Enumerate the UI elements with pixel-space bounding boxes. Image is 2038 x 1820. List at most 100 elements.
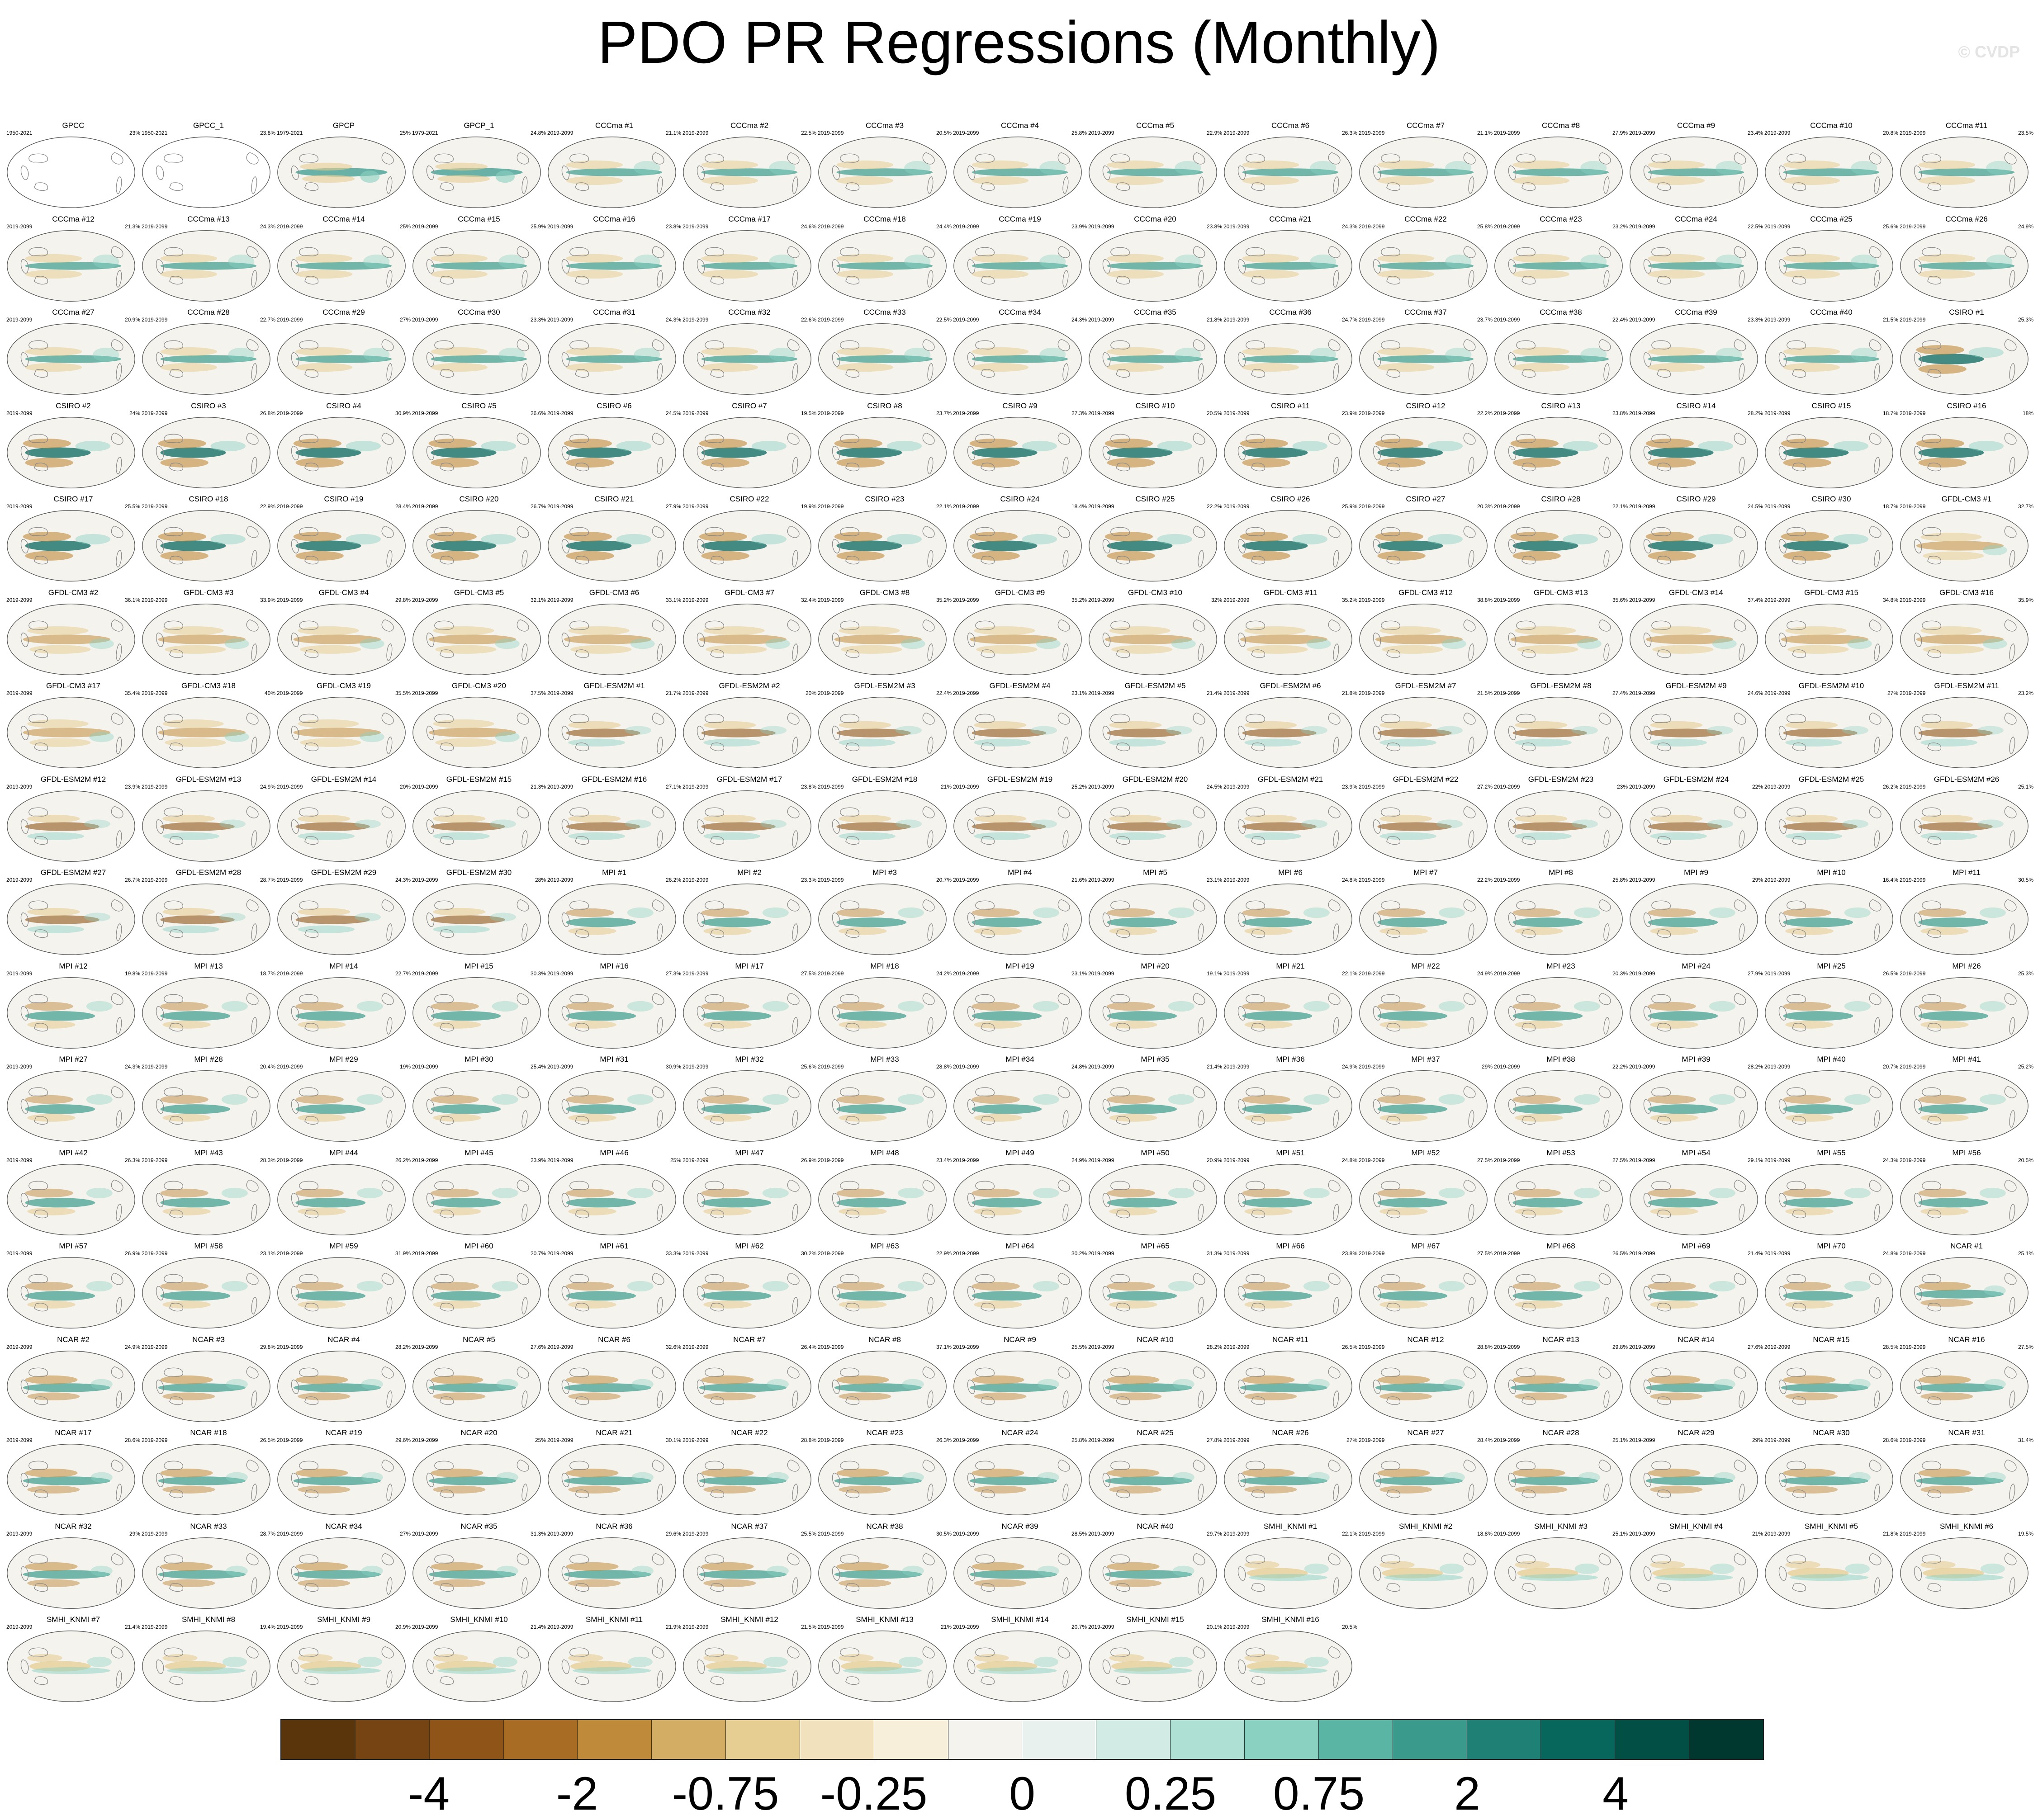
anomaly-blob (762, 1001, 789, 1012)
anomaly-blob (834, 532, 882, 542)
panel-percent-variance: 29.7% (1206, 1530, 1222, 1537)
panel-period: 2019-2099 (277, 317, 303, 323)
panel-title: MPI #29 (329, 1055, 358, 1064)
anomaly-blob (25, 254, 82, 263)
panel-title: MPI #44 (329, 1148, 358, 1157)
regression-map (277, 230, 406, 302)
anomaly-blob (428, 634, 516, 644)
panel-title: SMHI_KNMI #6 (1939, 1522, 1994, 1531)
regression-map (1630, 230, 1758, 302)
map-panel: SMHI_KNMI #15 2019-2099 20.1% (1087, 1615, 1223, 1706)
panel-title: MPI #70 (1817, 1242, 1846, 1250)
panel-percent-variance: 23.7% (1477, 317, 1493, 323)
panel-percent-variance: 27.6% (530, 1343, 546, 1350)
anomaly-blob (431, 1562, 483, 1571)
panel-title: MPI #35 (1141, 1055, 1170, 1064)
anomaly-blob (1844, 1281, 1871, 1292)
map-panel: MPI #19 2019-2099 23.1% (952, 962, 1088, 1052)
anomaly-blob (210, 440, 246, 451)
anomaly-blob (566, 447, 632, 458)
map-panel: NCAR #10 2019-2099 28.2% (1087, 1335, 1223, 1426)
panel-period: 2019-2099 (277, 877, 303, 883)
anomaly-blob (1377, 1468, 1430, 1478)
map-panel: NCAR #7 2019-2099 26.4% (682, 1335, 817, 1426)
regression-map (1359, 1070, 1488, 1142)
anomaly-blob (27, 832, 85, 840)
regression-map (1630, 137, 1758, 208)
anomaly-blob (1707, 819, 1733, 828)
regression-map (1224, 1631, 1352, 1702)
anomaly-blob (357, 1656, 382, 1667)
panel-period: 2019-2099 (1359, 410, 1385, 416)
panel-title: CCCma #8 (1541, 121, 1580, 130)
anomaly-blob (293, 728, 381, 737)
anomaly-blob (1107, 447, 1173, 458)
anomaly-blob (1242, 1375, 1295, 1384)
panel-title: CCCma #26 (1945, 214, 1988, 223)
panel-percent-variance: 21.4% (530, 1624, 546, 1630)
anomaly-blob (627, 1094, 654, 1105)
anomaly-blob (29, 738, 91, 747)
regression-map (412, 884, 541, 955)
anomaly-blob (433, 925, 490, 933)
anomaly-blob (1920, 1207, 1969, 1215)
anomaly-blob (428, 1569, 516, 1579)
anomaly-blob (834, 1476, 922, 1485)
anomaly-blob (701, 1281, 749, 1291)
anomaly-blob (1783, 1104, 1853, 1114)
regression-map (412, 416, 541, 488)
panel-period: 2019-2099 (6, 503, 33, 510)
panel-title: SMHI_KNMI #11 (585, 1615, 643, 1624)
anomaly-blob (160, 540, 226, 551)
panel-percent-variance: 19.8% (124, 970, 140, 977)
anomaly-blob (295, 551, 344, 561)
map-panel: CSIRO #21 2019-2099 27.9% (546, 495, 682, 585)
anomaly-blob (1918, 1281, 1971, 1291)
regression-map (412, 1631, 541, 1702)
anomaly-blob (295, 822, 370, 831)
anomaly-blob (437, 175, 490, 183)
panel-percent-variance: 24.3% (1882, 1157, 1898, 1163)
regression-map (1494, 790, 1623, 862)
map-panel: NCAR #26 2019-2099 27% (1223, 1428, 1358, 1519)
anomaly-blob (769, 161, 796, 175)
regression-map (818, 1070, 947, 1142)
anomaly-blob (27, 1654, 62, 1662)
panel-percent-variance: 25.5% (801, 1530, 816, 1537)
colorbar-tick-label: 0 (1009, 1768, 1035, 1820)
panel-period: 2019-2099 (412, 783, 438, 790)
anomaly-blob (1783, 822, 1858, 831)
panel-percent-variance: 28.7% (260, 877, 275, 883)
anomaly-blob (836, 1095, 885, 1104)
panel-title: SMHI_KNMI #13 (856, 1615, 914, 1624)
anomaly-blob (84, 912, 110, 922)
anomaly-blob (360, 638, 384, 649)
panel-title: CCCma #5 (1136, 121, 1175, 130)
panel-period: 2019-2099 (6, 1250, 33, 1257)
map-panel: CSIRO #6 2019-2099 24.5% (546, 402, 682, 492)
panel-percent-variance: 26.9% (801, 1157, 816, 1163)
regression-map (1900, 1163, 2029, 1235)
anomaly-blob (1916, 345, 1964, 355)
panel-percent-variance: 22% (1752, 783, 1763, 790)
regression-map (1359, 416, 1488, 488)
regression-map (142, 1070, 270, 1142)
anomaly-blob (1107, 551, 1155, 561)
anomaly-blob (760, 819, 787, 828)
anomaly-blob (1310, 161, 1337, 175)
panel-percent-variance: 27.1% (665, 783, 681, 790)
anomaly-blob (1512, 1188, 1561, 1197)
regression-map (1089, 1537, 1217, 1609)
panel-period: 2019-2099 (277, 1624, 303, 1630)
regression-map (1359, 697, 1488, 768)
anomaly-blob (566, 728, 640, 737)
anomaly-blob (566, 1011, 636, 1021)
panel-title: CSIRO #23 (865, 495, 905, 503)
anomaly-blob (1244, 832, 1301, 840)
panel-period: 2019-2099 (1223, 1530, 1250, 1537)
panel-period: 2019-2099 (1900, 1530, 1926, 1537)
regression-map (683, 230, 811, 302)
panel-title: NCAR #35 (460, 1522, 498, 1531)
panel-percent-variance: 29.1% (1747, 1157, 1763, 1163)
anomaly-blob (902, 1472, 924, 1483)
